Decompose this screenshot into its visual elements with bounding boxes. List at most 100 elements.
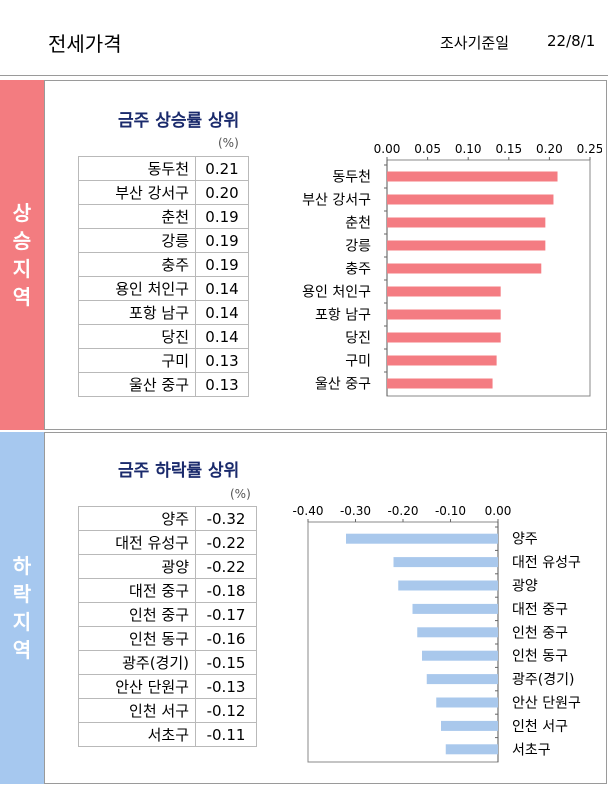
change-rate: 0.19 <box>195 252 249 277</box>
bar <box>387 378 493 389</box>
region-name: 용인 처인구 <box>78 276 196 301</box>
category-label: 광양 <box>512 579 538 595</box>
bar <box>426 674 498 685</box>
fall-side-label: 하 락 지 역 <box>0 432 44 784</box>
change-rate: 0.13 <box>195 372 249 397</box>
change-rate: -0.13 <box>195 674 257 699</box>
bar <box>445 744 498 755</box>
region-name: 울산 중구 <box>78 372 196 397</box>
bar <box>387 240 546 251</box>
change-rate: -0.22 <box>195 530 257 555</box>
bar <box>393 557 498 568</box>
fall-side-char: 지 <box>12 610 32 634</box>
change-rate: -0.18 <box>195 578 257 603</box>
region-name: 강릉 <box>78 228 196 253</box>
category-label: 서초구 <box>512 742 551 758</box>
rise-side-char: 역 <box>12 285 32 309</box>
category-label: 인천 서구 <box>512 719 568 735</box>
x-tick-label: 0.20 <box>536 142 563 156</box>
region-name: 서초구 <box>78 722 196 747</box>
x-tick-label: -0.40 <box>292 504 323 518</box>
category-label: 당진 <box>345 331 371 347</box>
change-rate: 0.19 <box>195 204 249 229</box>
fall-title: 금주 하락률 상위 <box>118 461 240 481</box>
table-row: 인천 중구 -0.17 <box>78 602 257 627</box>
bar <box>387 194 554 205</box>
category-label: 안산 단원구 <box>512 696 581 712</box>
region-name: 구미 <box>78 348 196 373</box>
bar <box>387 263 542 274</box>
rise-title: 금주 상승률 상위 <box>118 111 240 131</box>
category-label: 인천 동구 <box>512 649 568 665</box>
change-rate: -0.17 <box>195 602 257 627</box>
x-tick-label: -0.20 <box>387 504 418 518</box>
table-row: 대전 유성구 -0.22 <box>78 530 257 555</box>
category-label: 부산 강서구 <box>302 193 371 209</box>
table-row: 용인 처인구 0.14 <box>78 276 249 301</box>
category-label: 대전 중구 <box>512 602 568 618</box>
region-name: 광주(경기) <box>78 650 196 675</box>
bar <box>417 627 498 638</box>
category-label: 용인 처인구 <box>302 285 371 301</box>
change-rate: 0.14 <box>195 300 249 325</box>
table-row: 강릉 0.19 <box>78 228 249 253</box>
x-tick-label: 0.15 <box>495 142 522 156</box>
region-name: 인천 동구 <box>78 626 196 651</box>
change-rate: 0.19 <box>195 228 249 253</box>
fall-side-char: 하 <box>12 554 32 578</box>
change-rate: -0.22 <box>195 554 257 579</box>
bar <box>436 697 498 708</box>
table-row: 부산 강서구 0.20 <box>78 180 249 205</box>
table-row: 서초구 -0.11 <box>78 722 257 747</box>
page-title: 전세가격 <box>48 32 122 56</box>
change-rate: 0.20 <box>195 180 249 205</box>
category-label: 양주 <box>512 532 538 548</box>
change-rate: -0.11 <box>195 722 257 747</box>
table-row: 포항 남구 0.14 <box>78 300 249 325</box>
change-rate: -0.16 <box>195 626 257 651</box>
category-label: 동두천 <box>332 170 371 186</box>
region-name: 인천 서구 <box>78 698 196 723</box>
region-name: 광양 <box>78 554 196 579</box>
bar <box>441 720 498 731</box>
bar <box>387 332 501 343</box>
table-row: 인천 서구 -0.12 <box>78 698 257 723</box>
bar <box>387 217 546 228</box>
rise-unit: (%) <box>218 136 239 150</box>
change-rate: 0.14 <box>195 324 249 349</box>
x-tick-label: 0.10 <box>455 142 482 156</box>
table-row: 인천 동구 -0.16 <box>78 626 257 651</box>
change-rate: -0.15 <box>195 650 257 675</box>
fall-unit: (%) <box>230 487 251 501</box>
region-name: 대전 중구 <box>78 578 196 603</box>
x-tick-label: -0.30 <box>340 504 371 518</box>
region-name: 동두천 <box>78 156 196 181</box>
fall-side-char: 락 <box>12 582 32 606</box>
change-rate: 0.14 <box>195 276 249 301</box>
change-rate: 0.13 <box>195 348 249 373</box>
x-tick-label: 0.05 <box>414 142 441 156</box>
table-row: 안산 단원구 -0.13 <box>78 674 257 699</box>
bar <box>398 580 498 591</box>
rise-table: 동두천 0.21 부산 강서구 0.20 춘천 0.19 강릉 0.19 충주 0.19 용인 처인… <box>78 156 249 397</box>
table-row: 동두천 0.21 <box>78 156 249 181</box>
change-rate: -0.12 <box>195 698 257 723</box>
bar <box>387 286 501 297</box>
fall-side-char: 역 <box>12 638 32 662</box>
change-rate: 0.21 <box>195 156 249 181</box>
region-name: 춘천 <box>78 204 196 229</box>
x-tick-label: -0.10 <box>435 504 466 518</box>
survey-basis-label: 조사기준일 <box>440 34 510 52</box>
bar <box>387 171 558 182</box>
category-label: 강릉 <box>345 239 371 255</box>
category-label: 충주 <box>345 262 371 278</box>
category-label: 춘천 <box>345 216 371 232</box>
category-label: 구미 <box>345 354 371 370</box>
rise-side-char: 지 <box>12 257 32 281</box>
bar <box>387 309 501 320</box>
region-name: 대전 유성구 <box>78 530 196 555</box>
table-row: 광양 -0.22 <box>78 554 257 579</box>
region-name: 양주 <box>78 506 196 531</box>
